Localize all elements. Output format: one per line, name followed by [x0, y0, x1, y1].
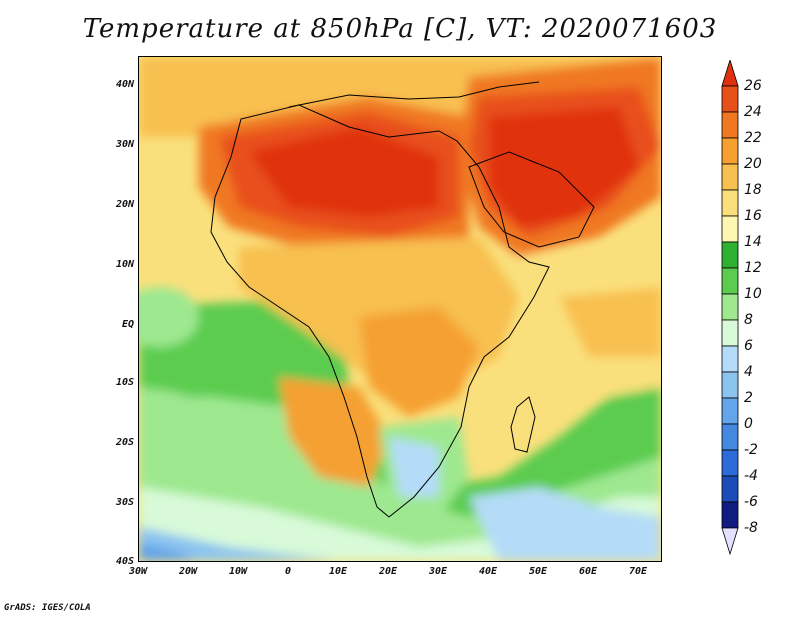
colorbar-label: 26 [744, 78, 762, 94]
lat-label-30n: 30N [115, 139, 134, 150]
lon-label-50e: 50E [528, 566, 548, 577]
grads-credit: GrADS: IGES/COLA [4, 603, 91, 613]
colorbar-swatch [721, 475, 739, 503]
colorbar-label: 12 [744, 260, 762, 276]
map-panel [138, 56, 662, 562]
lon-label-0: 0 [284, 566, 292, 577]
colorbar-swatch [721, 397, 739, 425]
lon-label-30e: 30E [428, 566, 448, 577]
colorbar-top-arrow [721, 60, 739, 87]
map-title: Temperature at 850hPa [C], VT: 202007160… [82, 14, 718, 44]
colorbar-swatch [721, 449, 739, 477]
colorbar-label: 6 [744, 338, 753, 354]
mediterranean-outline [288, 81, 540, 108]
lon-label-60e: 60E [578, 566, 598, 577]
colorbar-label: 0 [744, 416, 753, 432]
lat-label-eq: EQ [121, 319, 134, 330]
colorbar-swatch [721, 371, 739, 399]
colorbar-label: 16 [744, 208, 762, 224]
lon-label-10e: 10E [328, 566, 348, 577]
lon-label-20e: 20E [378, 566, 398, 577]
lat-label-30s: 30S [115, 497, 134, 508]
colorbar-label: -4 [744, 468, 758, 484]
colorbar-swatch [721, 293, 739, 321]
colorbar-label: 2 [744, 390, 753, 406]
lon-label-30w: 30W [128, 566, 148, 577]
colorbar-swatch [721, 215, 739, 243]
colorbar-label: 20 [744, 156, 762, 172]
colorbar-label: -8 [744, 520, 758, 536]
colorbar-swatch [721, 163, 739, 191]
colorbar [721, 60, 739, 556]
colorbar-swatch [721, 241, 739, 269]
colorbar-label: 22 [744, 130, 762, 146]
colorbar-label: 8 [744, 312, 753, 328]
colorbar-swatch [721, 111, 739, 139]
colorbar-swatch [721, 137, 739, 165]
colorbar-swatch [721, 345, 739, 373]
colorbar-label: 10 [744, 286, 762, 302]
lat-label-20s: 20S [115, 437, 134, 448]
lon-label-40e: 40E [478, 566, 498, 577]
colorbar-swatch [721, 267, 739, 295]
colorbar-swatch [721, 319, 739, 347]
colorbar-swatch [721, 85, 739, 113]
colorbar-label: 24 [744, 104, 762, 120]
colorbar-label: -2 [744, 442, 758, 458]
colorbar-label: -6 [744, 494, 758, 510]
lon-label-10w: 10W [228, 566, 248, 577]
arabia-outline [468, 151, 595, 248]
colorbar-swatch [721, 423, 739, 451]
colorbar-label: 14 [744, 234, 762, 250]
lat-label-10s: 10S [115, 377, 134, 388]
lon-label-70e: 70E [628, 566, 648, 577]
temperature-field [139, 57, 661, 561]
colorbar-bottom-arrow [721, 527, 739, 556]
lat-label-10n: 10N [115, 259, 134, 270]
lon-label-20w: 20W [178, 566, 198, 577]
lat-label-40n: 40N [115, 79, 134, 90]
colorbar-swatch [721, 501, 739, 529]
madagascar-outline [510, 396, 536, 453]
colorbar-label: 4 [744, 364, 753, 380]
lat-label-20n: 20N [115, 199, 134, 210]
colorbar-swatch [721, 189, 739, 217]
coastline [210, 104, 550, 518]
lat-label-40s: 40S [115, 556, 134, 567]
colorbar-label: 18 [744, 182, 762, 198]
